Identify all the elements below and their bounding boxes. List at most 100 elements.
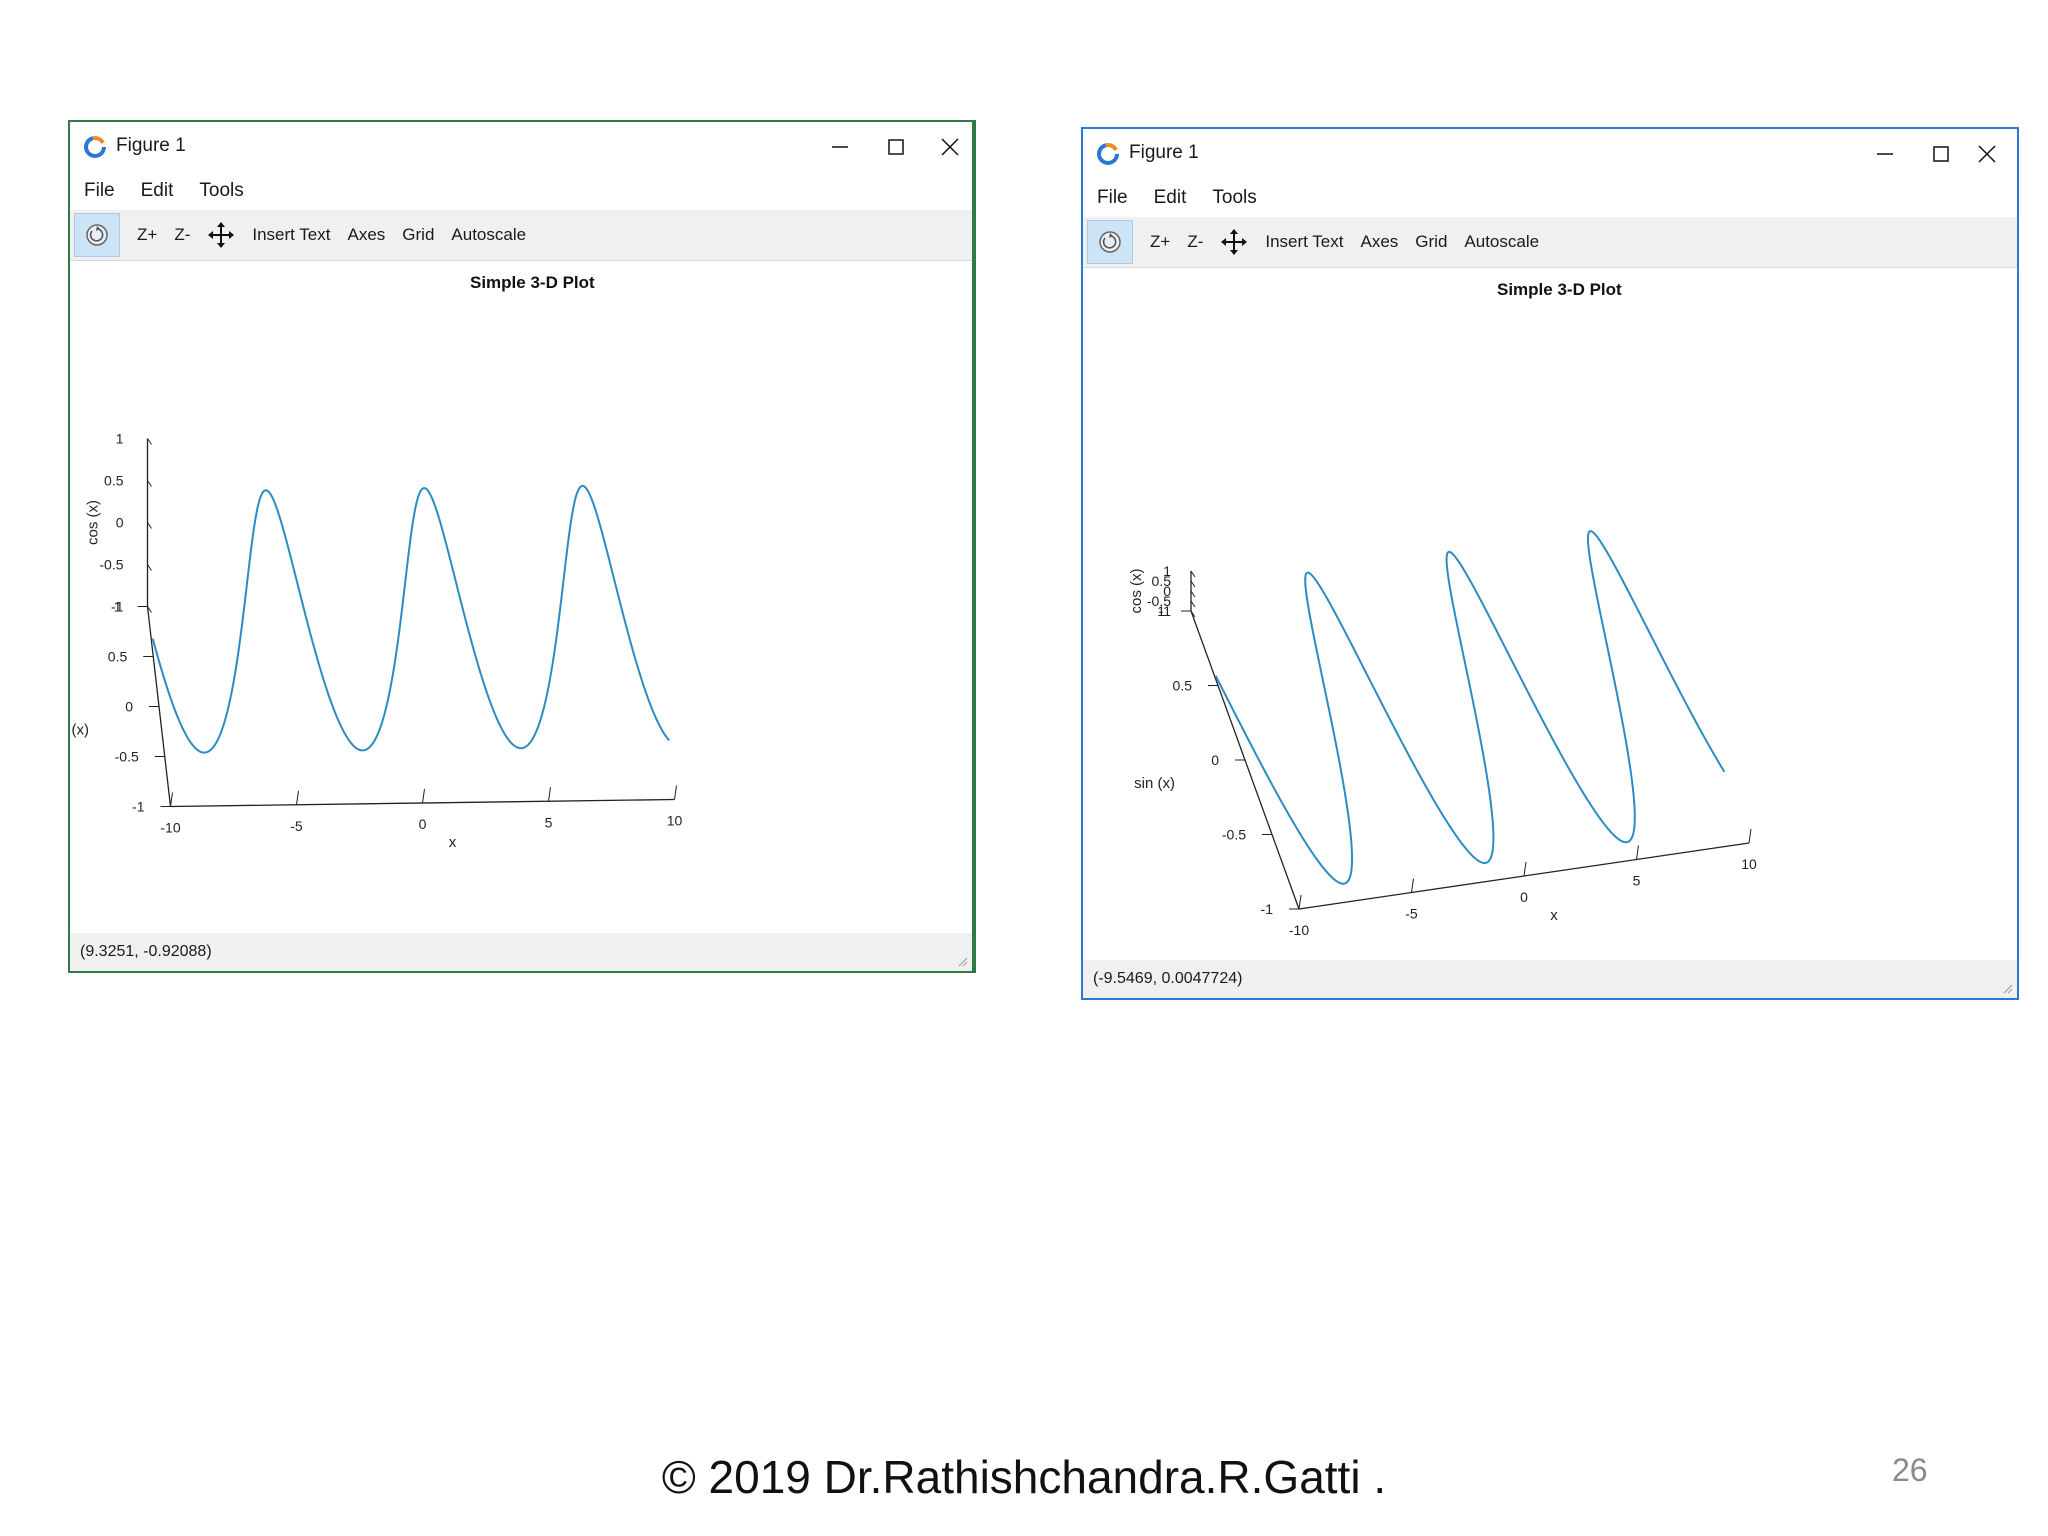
y-axis-label: sin (x) [1134, 775, 1175, 792]
y-tick-label: 0 [125, 699, 133, 715]
x-tick-mark [548, 787, 551, 802]
cursor-coordinates: (-9.5469, 0.0047724) [1093, 970, 1243, 987]
rotate-button[interactable] [74, 213, 120, 257]
autoscale-button[interactable]: Autoscale [1464, 232, 1540, 251]
y-tick-label: 1 [114, 599, 122, 615]
y-axis-label: sin (x) [70, 722, 89, 739]
menu-edit[interactable]: Edit [1153, 187, 1187, 208]
octave-icon [1097, 143, 1119, 165]
rotate-icon [1099, 231, 1121, 253]
maximize-button[interactable] [1913, 129, 1969, 179]
close-icon [941, 138, 959, 156]
menu-file[interactable]: File [1097, 187, 1128, 208]
resize-grip-icon[interactable] [956, 955, 968, 967]
x-tick-label: 5 [1633, 873, 1641, 889]
z-tick-mark [1190, 570, 1196, 578]
zoom-out-button[interactable]: Z- [174, 225, 191, 244]
close-button[interactable] [1959, 129, 2015, 179]
z-tick-mark [1190, 580, 1196, 588]
y-tick-label: -1 [132, 799, 145, 815]
rotate-icon [86, 224, 108, 246]
z-tick-label: 0 [116, 515, 124, 531]
z-tick-label: -0.5 [99, 557, 123, 573]
z-axis-label: cos (x) [1128, 568, 1145, 613]
grid-button[interactable]: Grid [402, 225, 435, 244]
menu-bar: File Edit Tools [1083, 179, 2017, 217]
z-tick-mark [147, 606, 152, 613]
minimize-icon [832, 146, 848, 148]
window-title: Figure 1 [1129, 142, 1199, 163]
x-tick-label: -10 [1289, 922, 1309, 938]
menu-file[interactable]: File [84, 180, 115, 201]
x-tick-mark [296, 790, 299, 805]
x-tick-label: 0 [1520, 889, 1528, 905]
plot-area[interactable]: Simple 3-D Plot -10 -5 0 5 10 -1 -0.5 0 0.5 1 -1 -0… [70, 261, 972, 936]
cursor-coordinates: (9.3251, -0.92088) [80, 943, 212, 960]
autoscale-button[interactable]: Autoscale [451, 225, 527, 244]
z-tick-label: -1 [1159, 603, 1172, 619]
x-tick-mark [1636, 845, 1639, 860]
menu-edit[interactable]: Edit [140, 180, 174, 201]
y-tick-label: -0.5 [115, 749, 139, 765]
y-tick-label: 0.5 [108, 649, 128, 665]
zoom-out-button[interactable]: Z- [1187, 232, 1204, 251]
figure-window-1[interactable]: Figure 1 File Edit Tools Z+ Z- Insert [68, 120, 976, 973]
octave-icon [84, 136, 106, 158]
pan-icon[interactable] [1220, 228, 1248, 256]
title-bar[interactable]: Figure 1 [1083, 129, 2017, 179]
z-tick-mark [147, 522, 152, 529]
z-tick-mark [1190, 600, 1196, 608]
axes-button[interactable]: Axes [347, 225, 386, 244]
close-button[interactable] [922, 122, 972, 172]
z-tick-mark [147, 438, 152, 445]
z-tick-label: -0.5 [1147, 593, 1171, 609]
zoom-in-button[interactable]: Z+ [1150, 232, 1171, 251]
title-bar[interactable]: Figure 1 [70, 122, 972, 172]
x-tick-mark [1748, 828, 1752, 844]
z-tick-mark [1190, 590, 1196, 598]
status-bar: (-9.5469, 0.0047724) [1083, 960, 2017, 998]
copyright-footer: © 2019 Dr.Rathishchandra.R.Gatti . [661, 1451, 1387, 1503]
y-tick-label: 1 [1157, 603, 1165, 619]
x-tick-mark [1298, 894, 1302, 910]
plot-title: Simple 3-D Plot [470, 273, 595, 292]
x-tick-mark [1411, 878, 1414, 893]
pan-icon[interactable] [207, 221, 235, 249]
plot-area[interactable]: Simple 3-D Plot -10 -5 0 5 10 -1 -0.5 0 0.5 1 -1 -0… [1083, 268, 2017, 958]
minimize-button[interactable] [812, 122, 868, 172]
grid-button[interactable]: Grid [1415, 232, 1448, 251]
zoom-in-button[interactable]: Z+ [137, 225, 158, 244]
z-tick-mark [147, 480, 152, 487]
y-tick-label: 0.5 [1173, 678, 1193, 694]
x-tick-label: 10 [1741, 856, 1757, 872]
x-tick-label: 10 [667, 813, 683, 829]
curve-series-line [1214, 530, 1726, 885]
menu-tools[interactable]: Tools [1212, 187, 1257, 208]
z-tick-label: -1 [111, 599, 124, 615]
x-tick-label: 0 [419, 816, 427, 832]
z-tick-label: 0.5 [104, 473, 124, 489]
menu-tools[interactable]: Tools [199, 180, 244, 201]
minimize-icon [1877, 153, 1893, 155]
z-tick-label: 1 [1163, 563, 1171, 579]
page-number: 26 [1892, 1452, 1928, 1488]
axes-button[interactable]: Axes [1360, 232, 1399, 251]
resize-grip-icon[interactable] [2001, 982, 2013, 994]
insert-text-button[interactable]: Insert Text [252, 225, 331, 244]
figure-window-2[interactable]: Figure 1 File Edit Tools Z+ Z- Insert [1081, 127, 2019, 1000]
y-tick-label: -0.5 [1222, 827, 1246, 843]
x-tick-label: -5 [1405, 906, 1418, 922]
maximize-button[interactable] [868, 122, 924, 172]
z-tick-label: 0.5 [1152, 573, 1172, 589]
maximize-icon [888, 139, 904, 155]
y-tick-label: -1 [1261, 901, 1274, 917]
x-axis-label: x [449, 834, 457, 851]
z-tick-label: 0 [1163, 583, 1171, 599]
minimize-button[interactable] [1857, 129, 1913, 179]
z-tick-mark [147, 564, 152, 571]
insert-text-button[interactable]: Insert Text [1265, 232, 1344, 251]
rotate-button[interactable] [1087, 220, 1133, 264]
y-tick-label: 0 [1211, 752, 1219, 768]
